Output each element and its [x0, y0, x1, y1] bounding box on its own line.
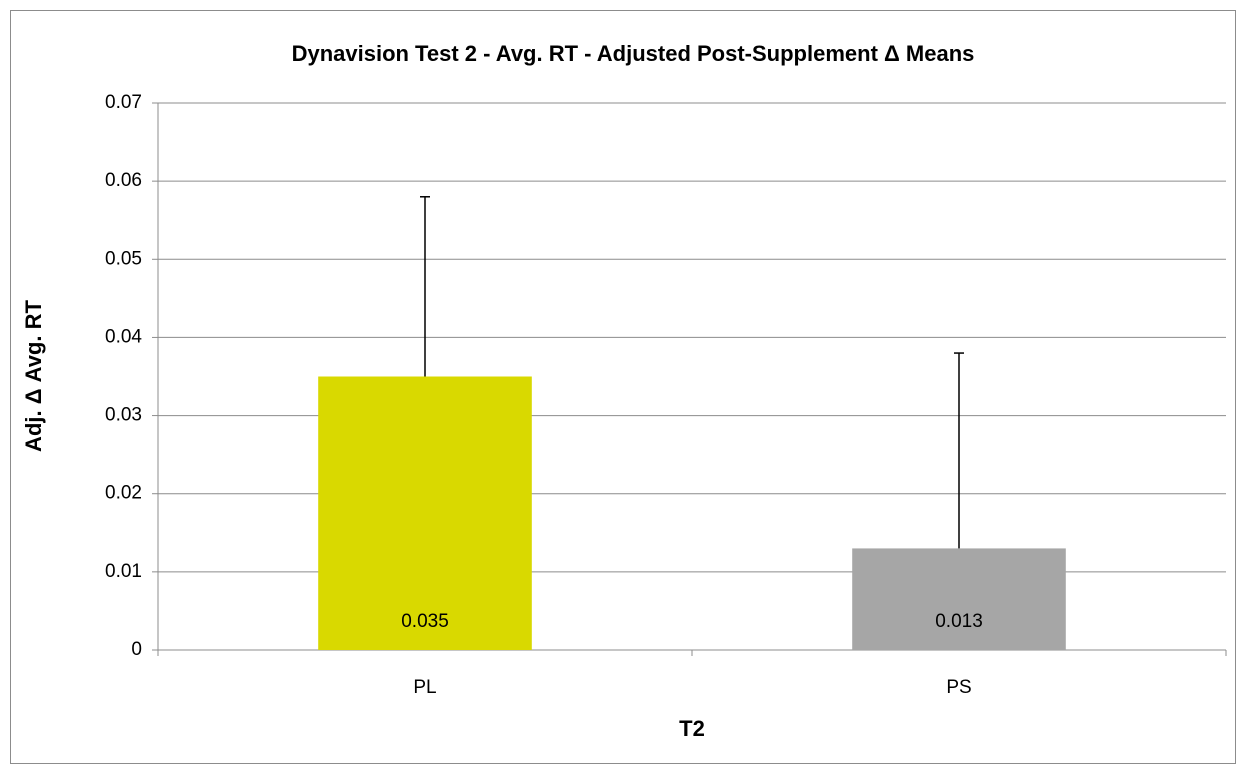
- chart-title: Dynavision Test 2 - Avg. RT - Adjusted P…: [292, 41, 975, 66]
- bar: [852, 548, 1066, 650]
- x-axis-title: T2: [679, 716, 705, 741]
- chart-border: [10, 10, 1236, 764]
- y-tick-label: 0.01: [105, 561, 142, 582]
- data-label: 0.013: [935, 611, 983, 632]
- y-tick-label: 0.06: [105, 170, 142, 191]
- y-tick-label: 0.03: [105, 405, 142, 426]
- x-tick-label: PS: [946, 677, 971, 698]
- y-tick-label: 0: [131, 639, 142, 660]
- bar: [318, 376, 532, 650]
- y-axis-title: Adj. Δ Avg. RT: [21, 300, 46, 452]
- x-tick-label: PL: [413, 677, 436, 698]
- y-tick-label: 0.07: [105, 92, 142, 113]
- y-tick-label: 0.04: [105, 326, 142, 347]
- y-tick-label: 0.02: [105, 483, 142, 504]
- data-label: 0.035: [401, 611, 449, 632]
- y-tick-label: 0.05: [105, 248, 142, 269]
